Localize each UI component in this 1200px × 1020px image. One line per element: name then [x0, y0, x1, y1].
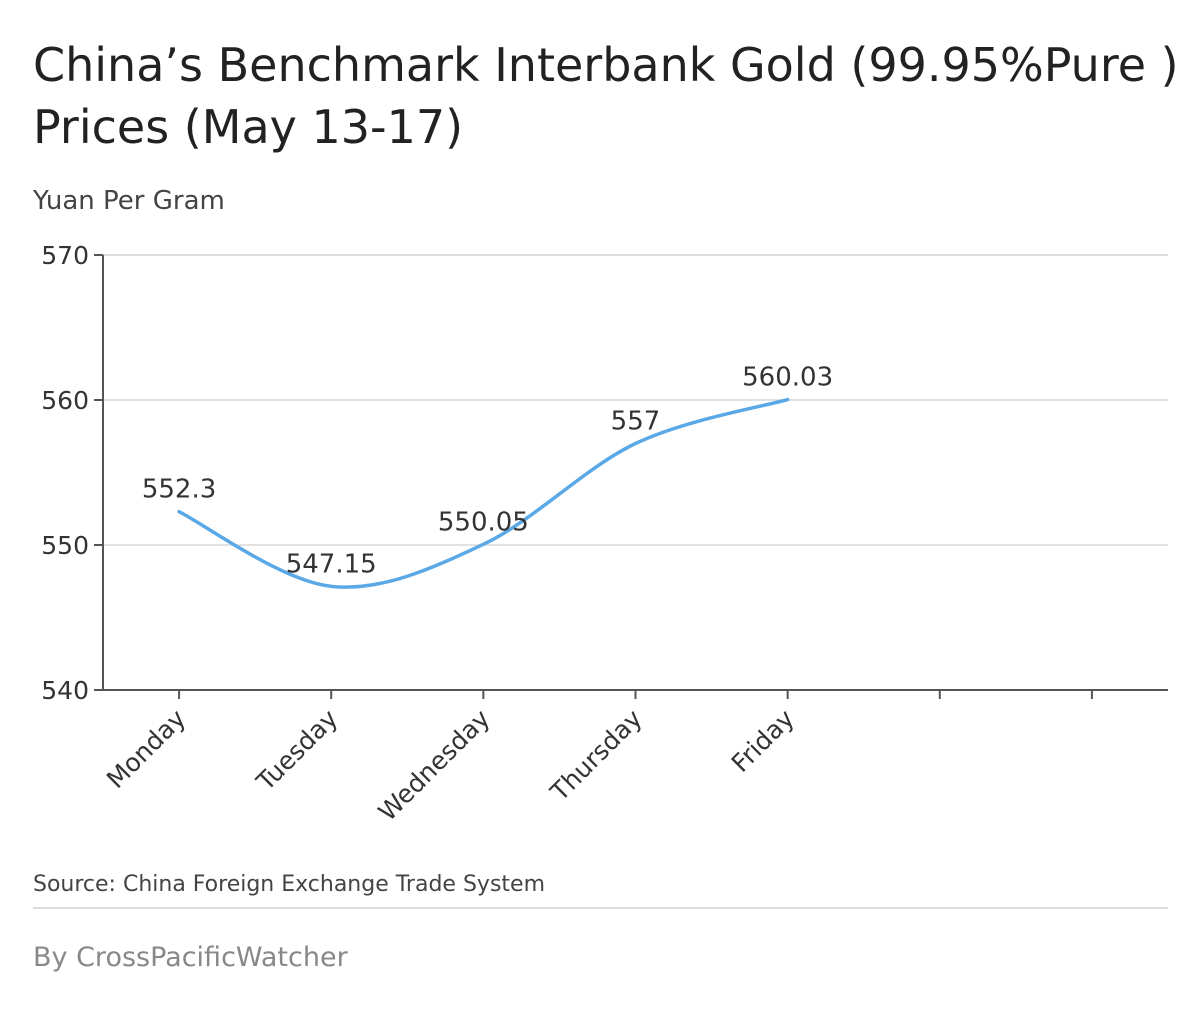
data-label: 552.3 [142, 475, 216, 505]
chart-title: China’s Benchmark Interbank Gold (99.95%… [33, 38, 1179, 154]
y-axis-label: Yuan Per Gram [33, 186, 225, 216]
divider [33, 907, 1168, 909]
y-tick-label: 570 [41, 241, 89, 270]
x-tick-label: Friday [726, 704, 800, 778]
y-tick-label: 550 [41, 531, 89, 560]
x-tick-label: Tuesday [250, 704, 343, 797]
data-label: 547.15 [286, 549, 377, 579]
line [177, 397, 790, 589]
source: Source: China Foreign Exchange Trade Sys… [33, 872, 545, 897]
y-tick-label: 540 [41, 676, 89, 705]
data-label: 550.05 [438, 507, 529, 537]
data-label: 557 [611, 407, 661, 437]
y-tick-label: 560 [41, 386, 89, 415]
x-tick-label: Thursday [544, 704, 648, 808]
byline: By CrossPacificWatcher [33, 942, 348, 973]
x-tick-label: Monday [101, 704, 191, 794]
data-label: 560.03 [742, 363, 833, 393]
x-tick-label: Wednesday [373, 704, 496, 827]
